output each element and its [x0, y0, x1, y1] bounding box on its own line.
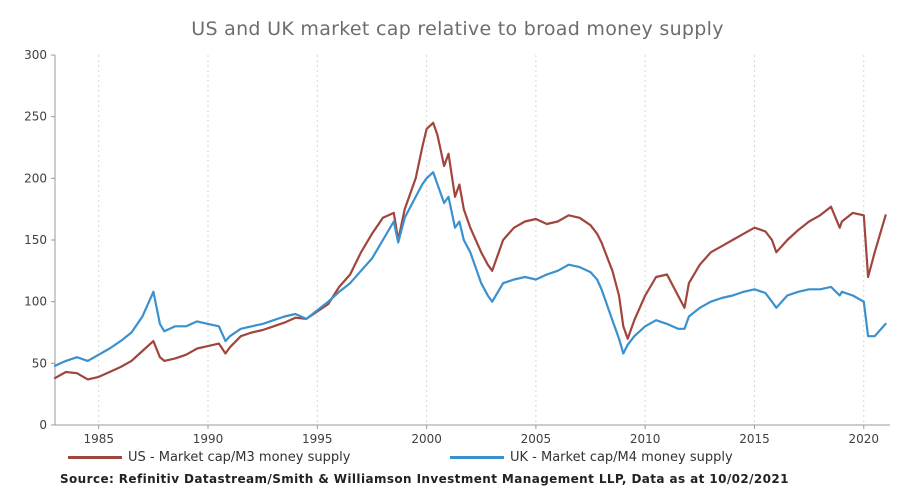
y-tick-label: 100 [24, 295, 47, 309]
legend-swatch-uk [450, 456, 504, 459]
legend-item-uk: UK - Market cap/M4 money supply [450, 450, 733, 465]
x-axis-ticks: 1985 1990 1995 2000 2005 2010 2015 2020 [83, 425, 879, 446]
y-tick-label: 200 [24, 171, 47, 185]
series-line-uk [53, 171, 887, 367]
y-tick-label: 150 [24, 233, 47, 247]
source-note: Source: Refinitiv Datastream/Smith & Wil… [60, 472, 789, 486]
legend-label-us: US - Market cap/M3 money supply [128, 450, 351, 465]
grid-lines [98, 55, 865, 425]
legend-item-us: US - Market cap/M3 money supply [68, 450, 350, 465]
legend-label-uk: UK - Market cap/M4 money supply [510, 450, 733, 465]
x-tick-label: 2000 [411, 432, 442, 446]
series-line-us [53, 121, 887, 381]
x-tick-label: 2005 [521, 432, 552, 446]
x-tick-label: 2020 [848, 432, 879, 446]
series-group [53, 121, 887, 381]
legend-swatch-us [68, 456, 122, 459]
x-tick-label: 1995 [302, 432, 333, 446]
legend: US - Market cap/M3 money supply UK - Mar… [0, 450, 915, 470]
y-tick-label: 250 [24, 110, 47, 124]
y-tick-label: 300 [24, 48, 47, 62]
x-tick-label: 2015 [739, 432, 770, 446]
axes [54, 55, 890, 426]
chart-title: US and UK market cap relative to broad m… [191, 18, 724, 40]
x-tick-label: 2010 [630, 432, 661, 446]
y-tick-label: 0 [39, 418, 47, 432]
y-axis-ticks: 0 50 100 150 200 250 300 [24, 48, 55, 432]
x-tick-label: 1990 [193, 432, 224, 446]
x-tick-label: 1985 [83, 432, 114, 446]
y-tick-label: 50 [32, 356, 47, 370]
